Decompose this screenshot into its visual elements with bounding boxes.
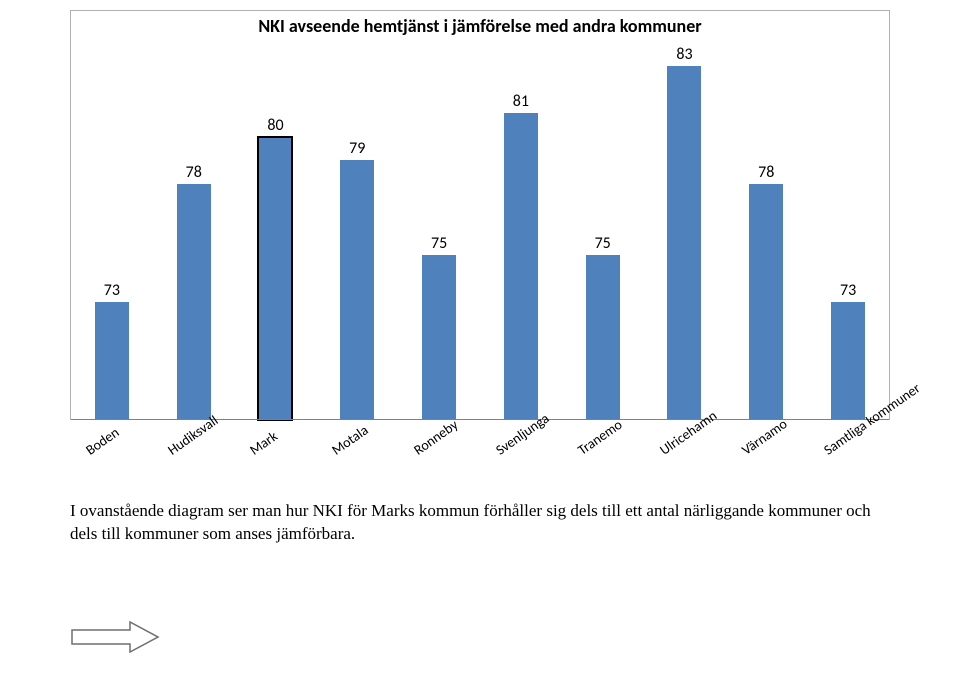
caption-text: I ovanstående diagram ser man hur NKI fö… [70, 500, 890, 546]
bar [422, 255, 456, 420]
plot-area: 73 78 80 79 75 81 75 83 78 73 [71, 43, 889, 420]
bar-value-label: 83 [676, 45, 692, 64]
bar [749, 184, 783, 420]
bar [340, 160, 374, 420]
bar-group: 79 [327, 139, 387, 420]
x-axis-label: Ronneby [410, 410, 499, 502]
bar [504, 113, 538, 420]
arrow-polygon [72, 622, 158, 652]
x-axis-label: Hudiksvall [164, 410, 253, 502]
bar-group: 78 [164, 163, 224, 420]
bar-value-label: 75 [595, 234, 611, 253]
bar-value-label: 78 [758, 163, 774, 182]
bar-value-label: 79 [349, 139, 365, 158]
bar-group: 73 [818, 281, 878, 420]
chart-title: NKI avseende hemtjänst i jämförelse med … [71, 11, 889, 37]
bar [177, 184, 211, 420]
bar-group: 75 [409, 234, 469, 420]
x-axis-label: Samtliga kommuner [820, 410, 909, 502]
bar-group: 80 [245, 116, 305, 421]
x-axis-label: Svenljunga [492, 410, 581, 502]
x-axis-label: Värnamo [738, 410, 827, 502]
bar-value-label: 80 [267, 116, 283, 135]
bar [95, 302, 129, 420]
bar-value-label: 73 [104, 281, 120, 300]
bar-group: 75 [573, 234, 633, 420]
bar-group: 78 [736, 163, 796, 420]
bars: 73 78 80 79 75 81 75 83 78 73 [71, 43, 889, 420]
x-axis-label: Boden [82, 410, 171, 502]
x-axis-label: Tranemo [574, 410, 663, 502]
bar-group: 73 [82, 281, 142, 420]
bar-value-label: 81 [513, 92, 529, 111]
bar-value-label: 78 [186, 163, 202, 182]
x-axis-labels: BodenHudiksvallMarkMotalaRonnebySvenljun… [70, 420, 890, 490]
chart-container: NKI avseende hemtjänst i jämförelse med … [70, 10, 890, 420]
bar [831, 302, 865, 420]
bar [586, 255, 620, 420]
x-axis-label: Ulricehamn [656, 410, 745, 502]
right-arrow-icon [70, 620, 160, 654]
x-axis-label: Motala [328, 410, 417, 502]
bar-value-label: 73 [840, 281, 856, 300]
bar-group: 81 [491, 92, 551, 420]
bar-group: 83 [654, 45, 714, 420]
bar [667, 66, 701, 420]
bar [258, 137, 292, 421]
x-axis-label: Mark [246, 410, 335, 502]
bar-value-label: 75 [431, 234, 447, 253]
